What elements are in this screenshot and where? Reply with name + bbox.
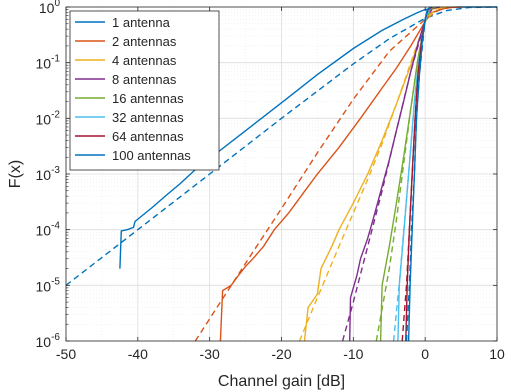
series-layer xyxy=(65,6,498,342)
x-tick-label: -40 xyxy=(128,346,148,362)
x-tick-label: -10 xyxy=(343,346,363,362)
y-tick-label: 10-4 xyxy=(36,221,61,239)
empirical-curve xyxy=(397,6,433,342)
x-tick-label: -20 xyxy=(271,346,291,362)
y-tick-label: 100 xyxy=(39,0,61,16)
theory-curve xyxy=(194,6,455,342)
empirical-curve xyxy=(219,6,462,342)
x-tick-label: 0 xyxy=(421,346,429,362)
x-tick-label: -50 xyxy=(56,346,76,362)
legend-label: 4 antennas xyxy=(112,53,177,68)
theory-curve xyxy=(298,6,447,342)
legend-label: 16 antennas xyxy=(112,91,184,106)
y-tick-label: 10-6 xyxy=(36,332,61,350)
theory-curve xyxy=(341,6,440,342)
legend-box xyxy=(69,10,220,171)
empirical-curve xyxy=(119,6,497,269)
x-axis-label: Channel gain [dB] xyxy=(218,373,345,390)
y-tick-label: 10-2 xyxy=(36,109,61,127)
y-tick-label: 10-3 xyxy=(36,165,61,183)
legend-label: 64 antennas xyxy=(112,129,184,144)
y-tick-label: 10-1 xyxy=(36,54,61,72)
legend-label: 100 antennas xyxy=(112,148,191,163)
theory-curve xyxy=(65,6,498,286)
legend-label: 8 antennas xyxy=(112,72,177,87)
y-tick-label: 10-5 xyxy=(36,276,61,294)
y-axis-label: F(x) xyxy=(7,160,24,188)
x-tick-label: 10 xyxy=(489,346,505,362)
legend-label: 2 antennas xyxy=(112,34,177,49)
legend-label: 32 antennas xyxy=(112,110,184,125)
tick-layer: -50 -40 -30 -20 -10 0 10 10-6 10-5 10-4 10-3 10-2 10… xyxy=(36,0,505,362)
legend-label: 1 antenna xyxy=(112,15,171,30)
x-tick-label: -30 xyxy=(200,346,220,362)
empirical-curve xyxy=(407,6,432,342)
legend: 1 antenna 2 antennas 4 antennas 8 antennas 1… xyxy=(69,10,220,171)
empirical-curve xyxy=(349,6,440,342)
